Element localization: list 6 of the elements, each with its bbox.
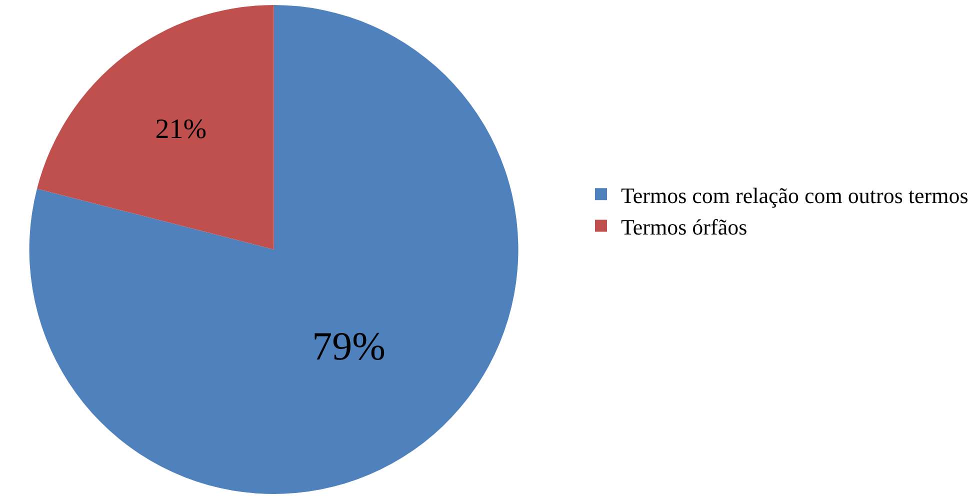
pie-slice <box>29 5 518 494</box>
legend-label: Termos órfãos <box>621 214 748 240</box>
data-label: 79% <box>312 324 386 369</box>
data-label: 21% <box>155 114 207 146</box>
legend-label: Termos com relação com outros termos <box>621 182 968 208</box>
pie-slice <box>36 5 274 250</box>
